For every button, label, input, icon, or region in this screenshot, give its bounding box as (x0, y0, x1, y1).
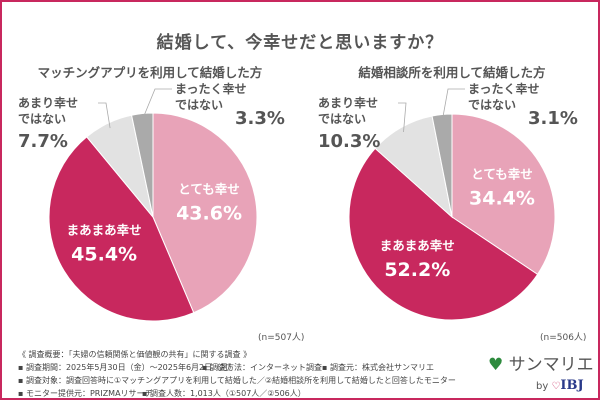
pie2-value-4: 3.1% (528, 108, 578, 129)
pie2-slice-1 (451, 113, 556, 276)
pie1-label-3: あまり幸せではない (18, 95, 78, 126)
survey-overview: 《 調査概要：「夫婦の信頼関係と価値観の共有」に関する調査 》 (18, 350, 252, 359)
ibj-text: IBJ (560, 378, 584, 393)
survey-provider: ▪ モニター提供元：PRIZMAリサーチ (18, 389, 153, 398)
pie2-label-4: まったく幸せではない (468, 81, 540, 112)
pie1-label-2: まあまあ幸せ (67, 223, 142, 238)
survey-org: ▪ 調査元：株式会社サンマリエ (322, 363, 434, 372)
pie1-slice-1 (152, 112, 258, 314)
pie1-label-4: まったく幸せではない (175, 81, 247, 112)
pie2-leader-3 (398, 102, 407, 133)
by-text: by (536, 381, 549, 392)
leaf-icon: ♥ (488, 355, 504, 375)
pie2-label-1: とても幸せ (471, 166, 533, 181)
left-sample-size: (n=507人) (258, 333, 305, 343)
pie2-value-2: 52.2% (384, 259, 450, 281)
pie2-label-2: まあまあ幸せ (380, 238, 455, 253)
chart-title: 結婚して、今幸せだと思いますか？ (156, 33, 444, 53)
heart-icon: ♡ (551, 381, 561, 392)
pie1-leader-4 (142, 88, 172, 119)
pie1-value-2: 45.4% (71, 244, 137, 266)
pie1-label-1: とても幸せ (178, 182, 240, 197)
pie2-slice-2 (348, 147, 539, 321)
pie1-slice-2 (48, 136, 195, 322)
pie1-value-3: 7.7% (18, 131, 68, 152)
pie2-leader-4 (442, 88, 465, 120)
survey-period: ▪ 調査期間：2025年5月30日（金）〜2025年6月2日（月） (18, 363, 237, 372)
ibj-logo: by ♡IBJ (536, 378, 584, 393)
sanmarie-logo: ♥ サンマリエ (488, 350, 594, 375)
pie2-label-3: あまり幸せではない (318, 95, 378, 126)
pie2-slice-4 (431, 113, 453, 218)
survey-count: ▪ 調査人数：1,013人（①507人／②506人） (142, 389, 306, 398)
survey-method: ▪ 調査方法：インターネット調査 (202, 363, 322, 372)
right-sample-size: (n=506人) (540, 333, 587, 343)
pie1-slice-4 (130, 112, 154, 218)
left-pie-subtitle: マッチングアプリを利用して結婚した方 (37, 65, 263, 80)
right-pie-subtitle: 結婚相談所を利用して結婚した方 (358, 65, 546, 80)
pie1-value-1: 43.6% (176, 203, 242, 225)
survey-target: ▪ 調査対象：調査回答時に①マッチングアプリを利用して結婚した／②結婚相談所を利… (18, 376, 456, 385)
pie1-value-4: 3.3% (235, 108, 285, 129)
logo-text: サンマリエ (508, 355, 594, 375)
pie1-leader-3 (98, 102, 111, 129)
pie2-value-1: 34.4% (469, 187, 535, 209)
pie2-value-3: 10.3% (318, 131, 380, 152)
